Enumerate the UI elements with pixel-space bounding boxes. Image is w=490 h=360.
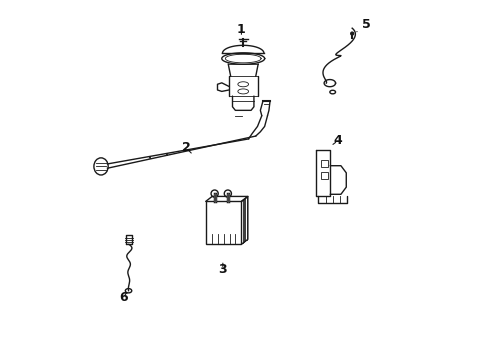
Text: 2: 2 <box>182 141 191 154</box>
Bar <box>206 202 242 244</box>
Bar <box>321 172 328 179</box>
Circle shape <box>351 32 354 35</box>
Text: 5: 5 <box>357 18 371 32</box>
Text: 1: 1 <box>237 23 246 36</box>
Text: 4: 4 <box>333 134 342 147</box>
Text: 3: 3 <box>219 263 227 276</box>
Bar <box>321 159 328 167</box>
Text: 6: 6 <box>119 291 128 305</box>
